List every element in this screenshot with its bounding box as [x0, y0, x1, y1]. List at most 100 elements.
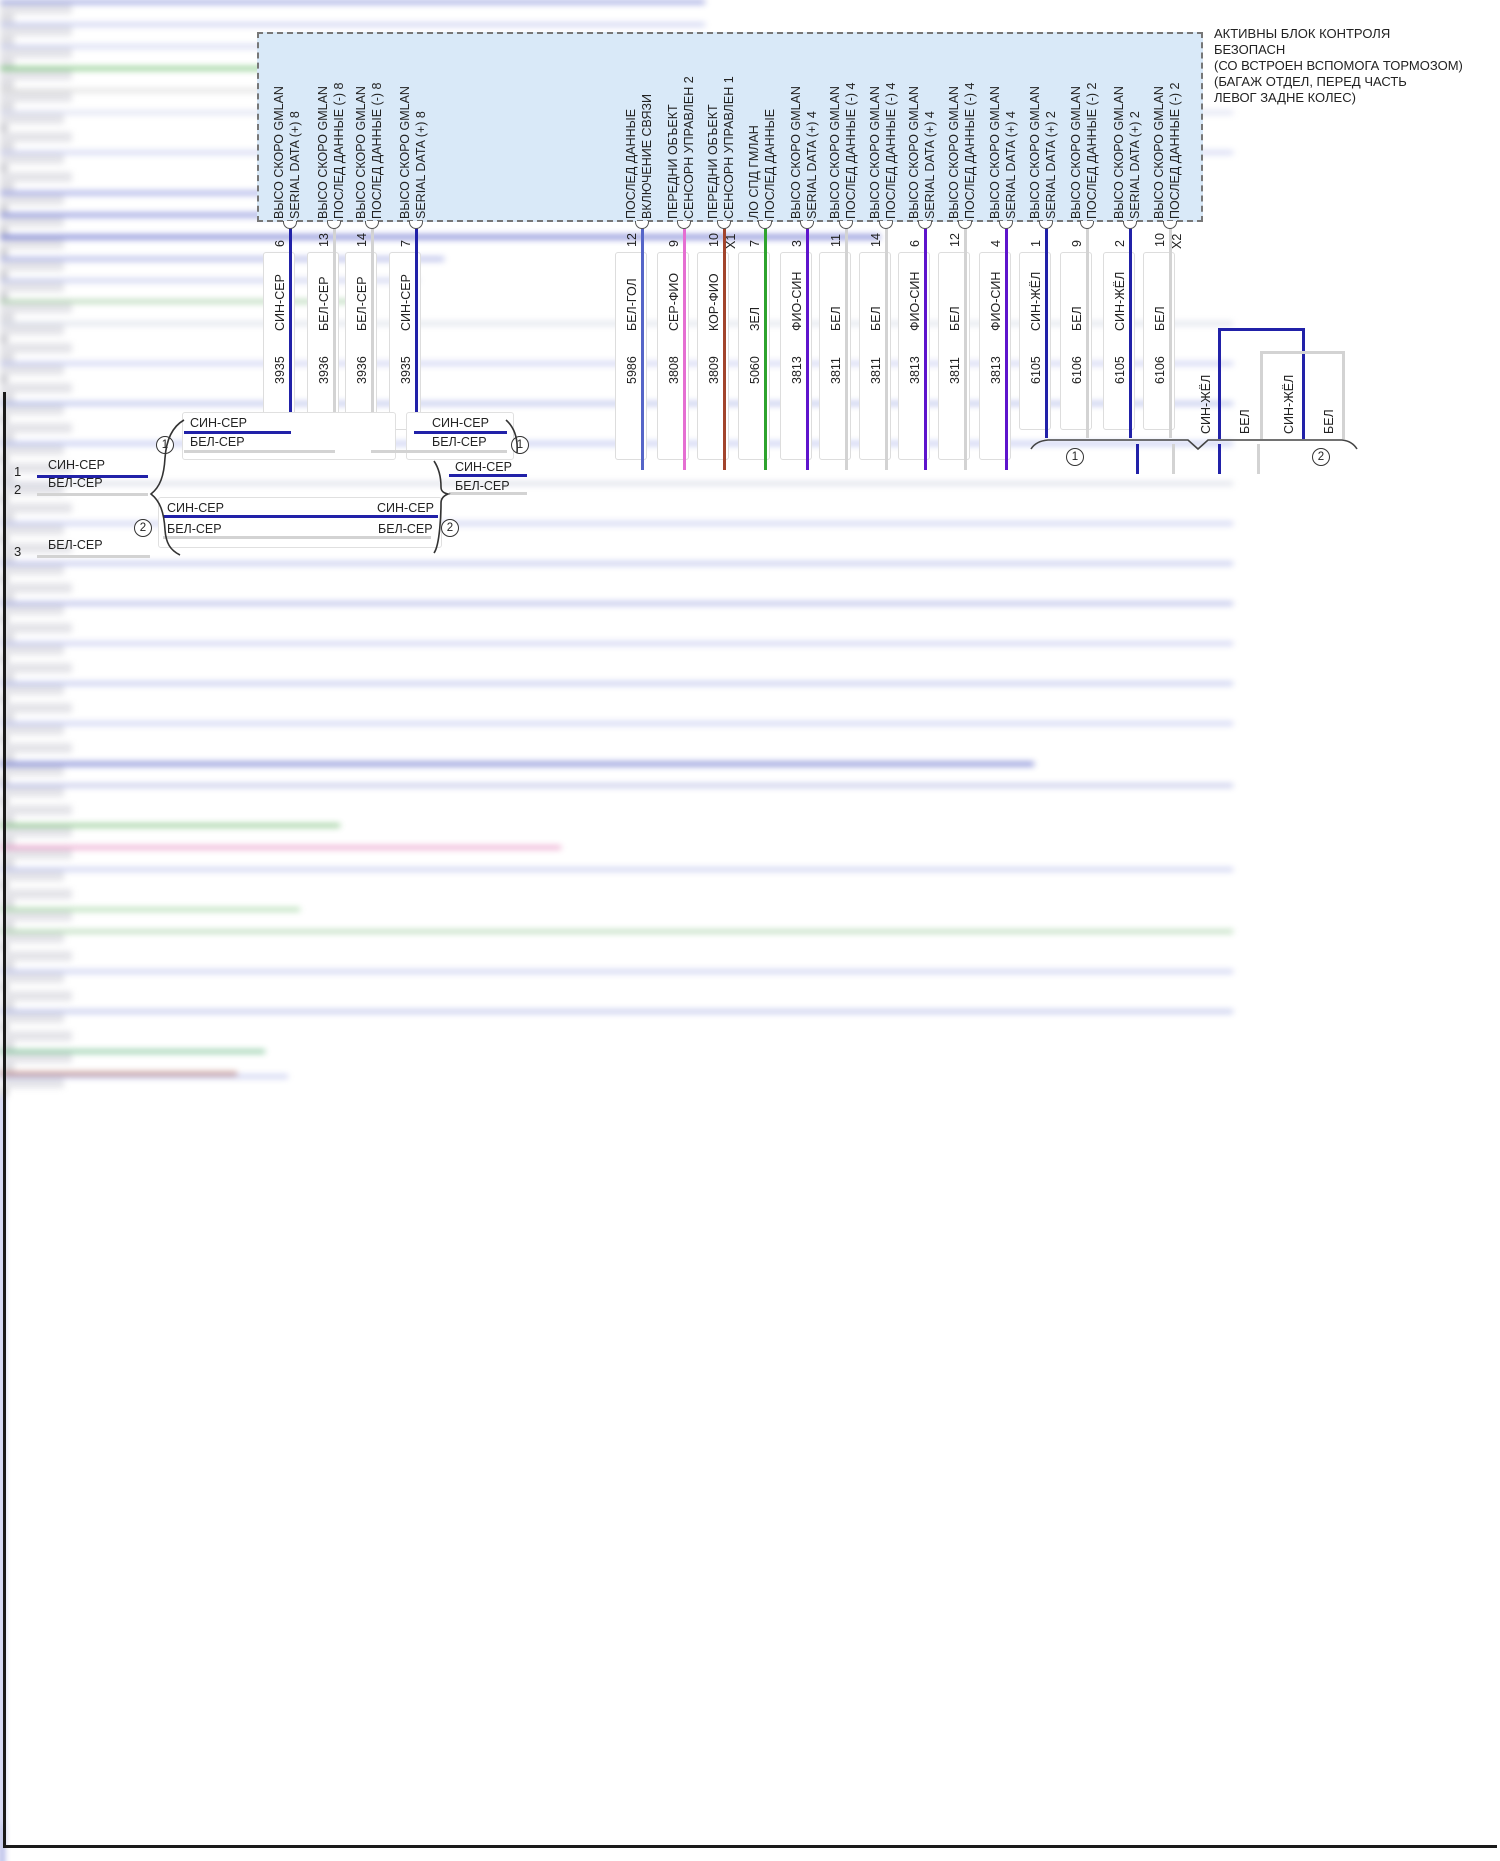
blur-label	[0, 525, 64, 535]
blur-label	[0, 889, 72, 899]
blur-label	[0, 543, 72, 553]
blur-rownum	[0, 473, 14, 482]
blur-wire	[0, 868, 1233, 871]
circuit-number: 3813	[790, 356, 804, 384]
wire-color-label: БЕЛ-СЕР	[190, 435, 245, 449]
blur-label	[0, 282, 64, 292]
pin-number: 7	[748, 240, 762, 247]
pin-function-label: ПОСЛЕД ДАННЫЕ (-) 8	[370, 82, 384, 219]
pin-function-label: ВЫСО СКОРО GMLAN	[272, 86, 286, 219]
wire-sin-ser	[414, 431, 507, 434]
pin-number: 3	[790, 240, 804, 247]
blur-wire	[0, 191, 363, 195]
blur-rownum	[0, 433, 14, 442]
blur-wire	[0, 762, 1034, 766]
splice-2-circle: 2	[441, 519, 459, 537]
wire-color-name: ЗЕЛ	[748, 306, 762, 331]
wire-line	[1005, 222, 1008, 470]
pin-function-label: SERIAL DATA (+) 8	[414, 111, 428, 219]
wire-color-label: СИН-СЕР	[167, 501, 224, 515]
wire-sin-ser	[184, 431, 291, 434]
wire-sin-zhel	[1302, 328, 1305, 439]
wire-line	[1169, 222, 1172, 438]
blur-label	[0, 383, 72, 393]
blur-label	[0, 26, 72, 36]
blur-rownum	[0, 921, 14, 930]
blur-wire	[0, 970, 1233, 973]
terminal-number: 3	[14, 544, 22, 559]
blur-label	[0, 132, 72, 142]
blur-label	[0, 303, 72, 313]
circuit-number: 6105	[1113, 356, 1127, 384]
blur-label	[0, 92, 72, 102]
wire-bel-ser	[37, 555, 150, 558]
blur-wire	[0, 522, 1233, 525]
blur-label	[0, 849, 72, 859]
module-note: АКТИВНЫ БЛОК КОНТРОЛЯ БЕЗОПАСН (СО ВСТРО…	[1214, 26, 1463, 106]
pin-number: 13	[317, 233, 331, 247]
pin-function-label: ЛО СПД ГМЛАН	[747, 125, 761, 219]
circuit-number: 3813	[908, 356, 922, 384]
blur-wire	[0, 235, 880, 239]
circuit-number: 6105	[1029, 356, 1043, 384]
blur-label	[0, 405, 64, 415]
circuit-number: 6106	[1153, 356, 1167, 384]
wire-line	[641, 222, 644, 470]
blur-label	[0, 766, 64, 776]
pin-number: 6	[273, 240, 287, 247]
wire-color-name: БЕЛ	[1070, 306, 1084, 331]
wire-color-name: БЕЛ	[1153, 306, 1167, 331]
blur-wire	[0, 1050, 265, 1053]
blur-label	[0, 933, 64, 943]
blur-label	[0, 951, 72, 961]
pin-number: 1	[1029, 240, 1043, 247]
pin-function-label: ВКЛЮЧЕНИЕ СВЯЗИ	[640, 93, 654, 219]
blur-label	[0, 605, 64, 615]
blur-wire	[0, 562, 1233, 565]
pin-number: 12	[948, 233, 962, 247]
wire-color-label: СИН-СЕР	[455, 460, 512, 474]
wire-sin-ser	[449, 474, 527, 477]
circuit-number: 6106	[1070, 356, 1084, 384]
blur-rownum	[0, 205, 8, 213]
terminal-number: 2	[14, 482, 22, 497]
blur-label	[0, 1078, 64, 1088]
pin-number: 10	[1153, 233, 1167, 247]
wire-line	[415, 222, 418, 434]
blur-label	[0, 445, 64, 455]
wire-color-name: БЕЛ-ГОЛ	[625, 278, 639, 331]
terminal-number: 1	[14, 464, 22, 479]
wire-stub	[1136, 444, 1139, 474]
wire-color-name: БЕЛ	[869, 306, 883, 331]
blur-rownum	[0, 375, 8, 383]
blur-wire	[0, 930, 1233, 933]
pin-function-label: ВЫСО СКОРО GMLAN	[354, 86, 368, 219]
blur-rownum	[0, 182, 14, 191]
safety-control-module-box	[257, 32, 1203, 222]
blur-label	[0, 725, 64, 735]
pin-number: 9	[1070, 240, 1084, 247]
blur-rownum	[0, 292, 8, 300]
wire-line	[806, 222, 809, 470]
blur-label	[0, 973, 64, 983]
wire-color-label: СИН-СЕР	[48, 458, 105, 472]
pin-function-label: ВЫСО СКОРО GMLAN	[828, 86, 842, 219]
wire-color-name: БЕЛ	[829, 306, 843, 331]
blur-rownum	[0, 227, 8, 235]
pin-number: 14	[355, 233, 369, 247]
wire-line	[1129, 222, 1132, 438]
blur-label	[0, 911, 72, 921]
splice-2-circle: 2	[1312, 448, 1330, 466]
blur-label	[0, 423, 72, 433]
blur-label	[0, 805, 72, 815]
blur-wire	[0, 1010, 1233, 1013]
wire-line	[924, 222, 927, 470]
circuit-number: 3811	[948, 357, 962, 384]
blur-rownum	[0, 513, 14, 522]
pin-function-label: ВЫСО СКОРО GMLAN	[1069, 86, 1083, 219]
wire-color-name: СИН-ЖЁЛ	[1282, 374, 1296, 434]
wire-sin-zhel	[1218, 328, 1305, 331]
blur-label	[0, 217, 64, 227]
pin-function-label: ПОСЛЕД ДАННЫЕ (-) 4	[884, 82, 898, 219]
module-note-line: ЛЕВОГ ЗАДНЕ КОЛЕС)	[1214, 90, 1356, 105]
